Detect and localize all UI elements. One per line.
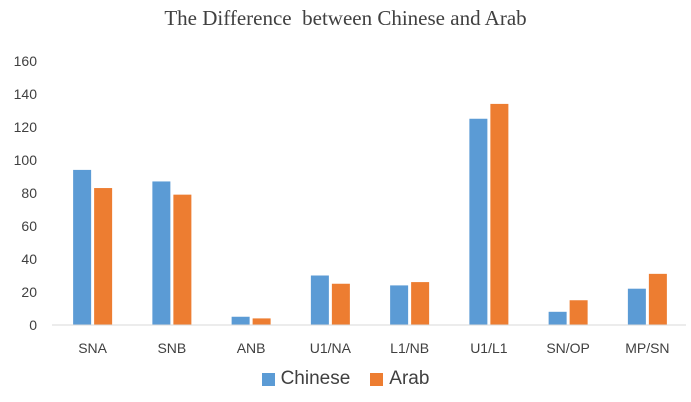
bar-arab-u1-l1 xyxy=(490,103,509,326)
bar-chinese-snb xyxy=(152,181,171,325)
x-tick-label: SN/OP xyxy=(546,340,590,356)
x-tick-label: SNB xyxy=(157,340,186,356)
bar-arab-anb xyxy=(252,318,271,325)
legend-swatch-arab xyxy=(370,372,384,386)
bar-chinese-l1-nb xyxy=(390,285,409,325)
bar-chinese-sn-op xyxy=(548,311,567,325)
y-tick-label: 120 xyxy=(14,119,38,135)
chart-title: The Difference between Chinese and Arab xyxy=(164,6,527,30)
legend-label-arab: Arab xyxy=(389,368,430,389)
bar-chinese-sna xyxy=(73,169,92,325)
bar-arab-mp-sn xyxy=(648,273,667,325)
y-tick-label: 0 xyxy=(29,317,37,333)
bar-chinese-anb xyxy=(231,316,250,325)
y-tick-label: 140 xyxy=(14,86,38,102)
y-axis: 0 20 40 60 80 100 120 140 160 xyxy=(14,53,38,333)
y-tick-label: 80 xyxy=(21,185,37,201)
bar-arab-sn-op xyxy=(569,300,588,325)
legend-item-chinese: Chinese xyxy=(261,368,351,390)
legend-label-chinese: Chinese xyxy=(280,368,351,389)
y-tick-label: 20 xyxy=(21,284,37,300)
legend: Chinese Arab xyxy=(0,368,691,390)
x-tick-label: MP/SN xyxy=(625,340,669,356)
bar-arab-u1-na xyxy=(331,283,350,325)
x-tick-label: ANB xyxy=(237,340,266,356)
y-tick-label: 40 xyxy=(21,251,37,267)
bar-arab-snb xyxy=(173,194,192,325)
legend-item-arab: Arab xyxy=(370,368,429,390)
x-axis: SNA SNB ANB U1/NA L1/NB U1/L1 SN/OP MP/SN xyxy=(78,340,669,356)
x-tick-label: U1/NA xyxy=(310,340,352,356)
bar-arab-sna xyxy=(94,188,113,325)
bar-chinese-mp-sn xyxy=(627,288,646,325)
y-tick-label: 160 xyxy=(14,53,38,69)
x-tick-label: U1/L1 xyxy=(470,340,508,356)
y-tick-label: 60 xyxy=(21,218,37,234)
bar-chinese-u1-na xyxy=(310,275,329,325)
legend-swatch-chinese xyxy=(261,372,275,386)
x-tick-label: SNA xyxy=(78,340,107,356)
bar-arab-l1-nb xyxy=(411,282,430,325)
bars xyxy=(73,103,667,326)
x-tick-label: L1/NB xyxy=(390,340,429,356)
bar-chinese-u1-l1 xyxy=(469,118,488,325)
y-tick-label: 100 xyxy=(14,152,38,168)
